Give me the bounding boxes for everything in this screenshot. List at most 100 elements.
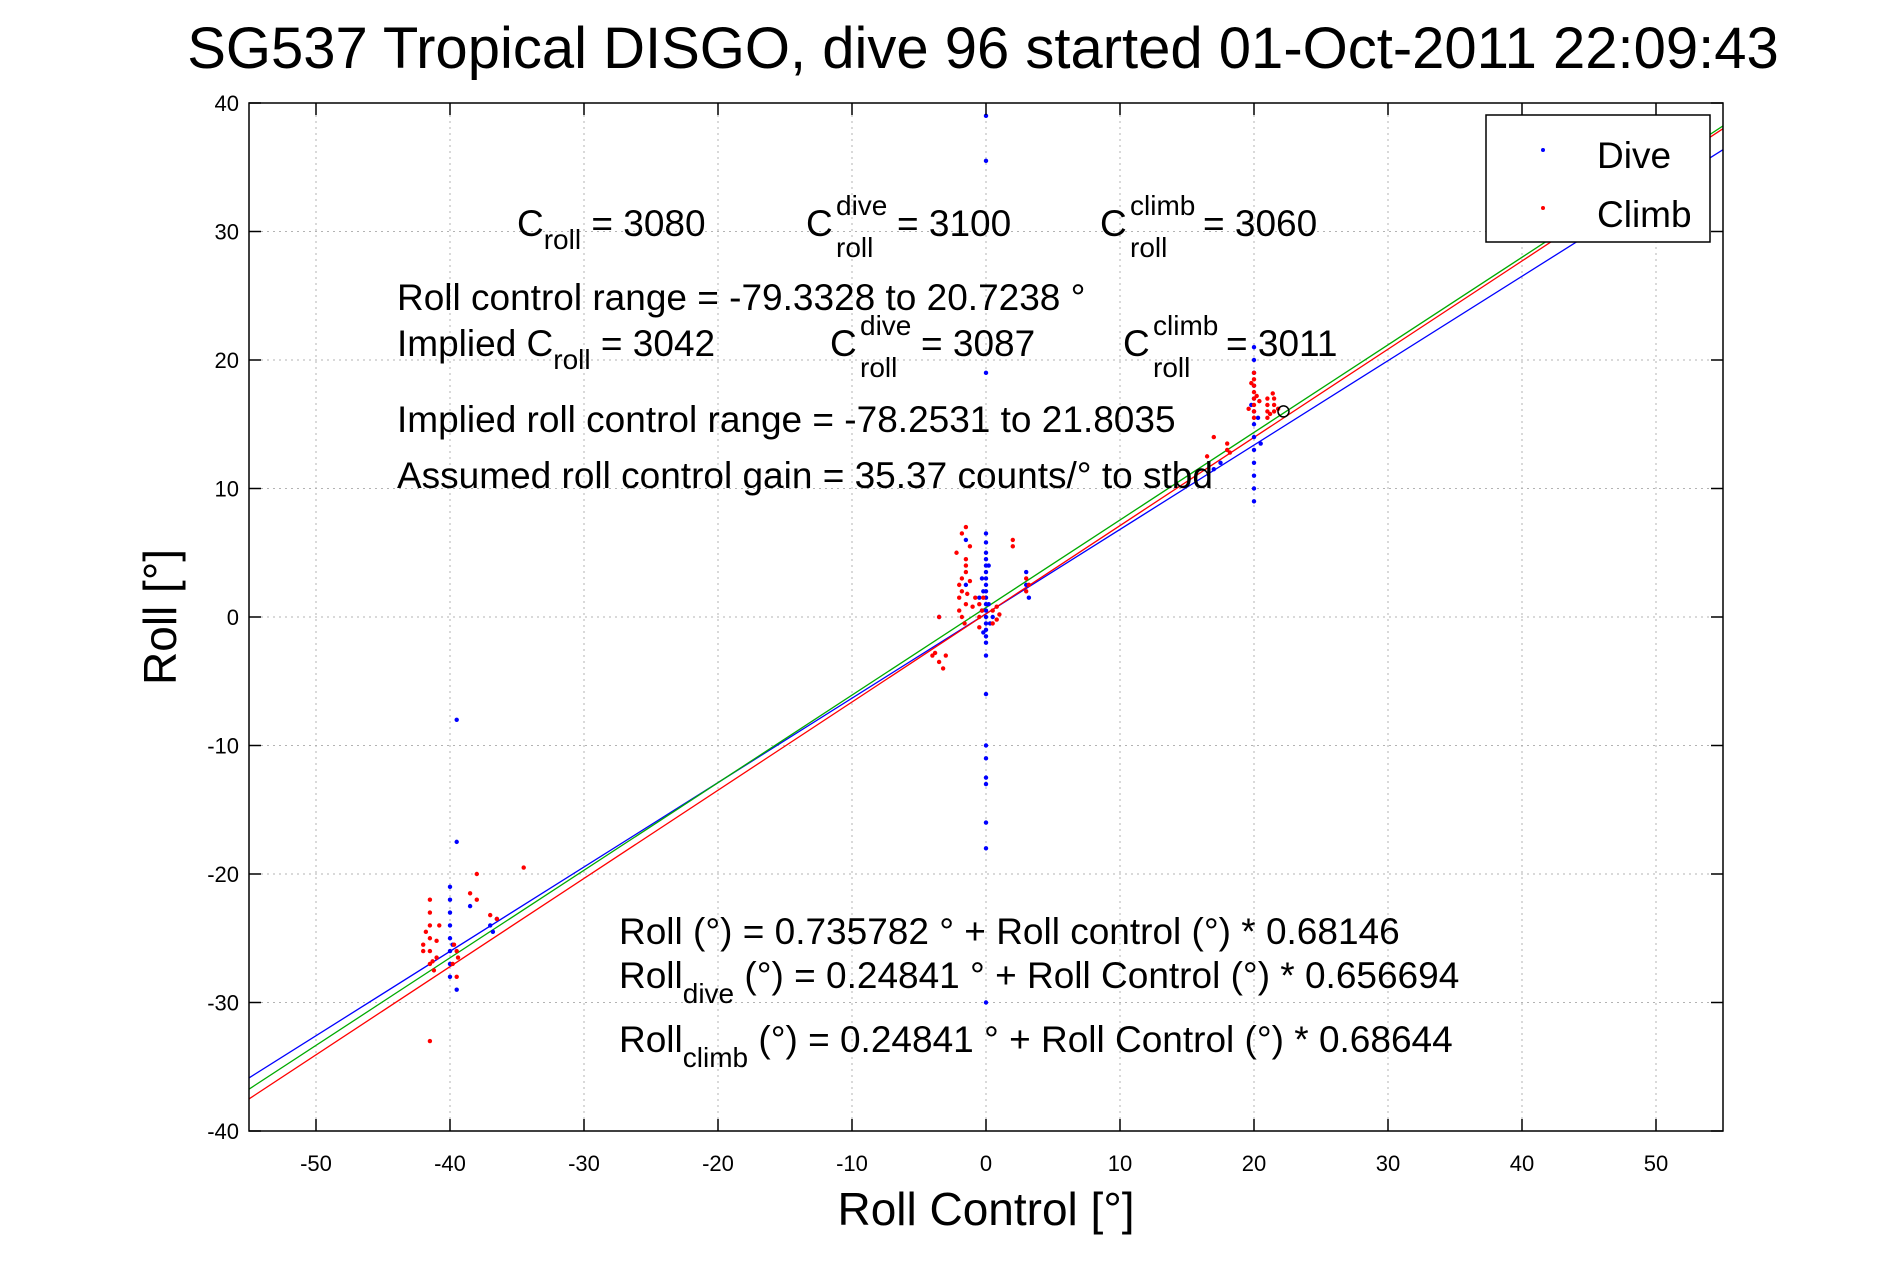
climb-point <box>963 556 969 562</box>
climb-point <box>936 659 942 665</box>
climb-point <box>427 1038 433 1044</box>
climb-point <box>1249 380 1254 386</box>
climb-point <box>1257 398 1262 404</box>
climb-point <box>963 601 969 607</box>
dive-point <box>447 936 453 941</box>
legend-label-dive: Dive <box>1597 135 1671 176</box>
dive-point <box>977 595 982 600</box>
data-points <box>421 113 1281 1044</box>
climb-point <box>1254 393 1259 399</box>
annotation-implied-dive: C <box>830 323 857 364</box>
climb-point <box>943 653 948 658</box>
y-tick-label: -40 <box>207 1119 239 1144</box>
dive-point <box>1251 447 1257 453</box>
annotation-implied-climb: C <box>1123 323 1150 364</box>
annotation-implied-c-roll: Implied Croll = 3042 <box>397 323 715 375</box>
dive-point <box>1251 460 1257 465</box>
dive-point <box>983 756 989 761</box>
climb-point <box>967 578 973 584</box>
climb-point <box>1251 377 1257 382</box>
dive-point <box>981 630 986 635</box>
annotation-implied-climb-sub: roll <box>1153 352 1190 383</box>
dive-point <box>1251 344 1257 350</box>
dive-point <box>1251 422 1257 427</box>
annotation-c-climb: C <box>1100 203 1127 244</box>
climb-point <box>1026 582 1032 588</box>
x-tick-label: -50 <box>300 1151 332 1176</box>
climb-point <box>427 910 433 915</box>
x-tick-label: -10 <box>836 1151 868 1176</box>
annotation-implied-climb-sup: climb <box>1153 310 1218 341</box>
climb-point <box>979 608 985 613</box>
annotation-implied-dive-value: = 3087 <box>921 323 1035 364</box>
x-tick-label: -30 <box>568 1151 600 1176</box>
climb-point <box>977 625 982 630</box>
annotation-implied-dive-sup: dive <box>860 310 911 341</box>
dive-point <box>1023 569 1029 575</box>
dive-point <box>983 550 989 555</box>
legend-marker-climb <box>1541 206 1545 210</box>
dive-point <box>447 974 453 979</box>
climb-point <box>1010 544 1015 549</box>
climb-point <box>1225 441 1230 446</box>
climb-point <box>1023 576 1029 581</box>
x-tick-label: 0 <box>980 1151 992 1176</box>
y-tick-label: 10 <box>215 477 239 502</box>
annotation-c-climb-sup: climb <box>1130 190 1195 221</box>
annotation-c-dive-sup: dive <box>836 190 887 221</box>
climb-point <box>1204 454 1210 459</box>
climb-point <box>957 582 962 588</box>
dive-point <box>983 621 989 626</box>
dive-point <box>983 569 989 575</box>
x-tick-label: -20 <box>702 1151 734 1176</box>
y-tick-label: -10 <box>207 734 239 759</box>
annotation-c-dive-value: = 3100 <box>897 203 1011 244</box>
climb-point <box>455 955 461 960</box>
dive-point <box>983 370 989 376</box>
climb-point <box>940 666 946 671</box>
annotation-eq-climb: Rollclimb (°) = 0.24841 ° + Roll Control… <box>619 1019 1453 1073</box>
dive-point <box>447 910 453 915</box>
y-tick-label: 20 <box>215 348 239 373</box>
dive-point <box>983 576 989 581</box>
climb-point <box>423 929 429 935</box>
dive-point <box>447 923 453 928</box>
climb-point <box>1271 396 1277 401</box>
dive-point <box>1258 441 1263 446</box>
dive-point <box>983 743 989 748</box>
dive-point <box>986 601 991 607</box>
legend-marker-dive <box>1541 148 1545 152</box>
dive-point <box>488 923 493 928</box>
climb-point <box>1270 391 1275 396</box>
x-axis-label: Roll Control [°] <box>837 1183 1134 1235</box>
annotation-implied-climb-value: = 3011 <box>1226 323 1337 364</box>
climb-point <box>959 589 965 594</box>
climb-point <box>1246 406 1251 412</box>
dive-point <box>986 563 991 568</box>
climb-point <box>959 576 965 581</box>
dive-point <box>983 634 989 639</box>
y-tick-label: 30 <box>215 220 239 245</box>
dive-point <box>983 653 989 658</box>
climb-point <box>1023 589 1029 594</box>
fit-lines <box>248 125 1724 1100</box>
climb-point <box>973 595 978 600</box>
dive-point <box>1026 595 1032 600</box>
dive-point <box>983 781 989 787</box>
dive-point <box>1251 499 1257 504</box>
climb-point <box>994 617 999 622</box>
dive-point <box>983 640 989 645</box>
climb-point <box>1265 396 1270 401</box>
climb-point <box>936 614 942 620</box>
climb-point <box>431 968 437 973</box>
climb-point <box>1271 409 1277 414</box>
dive-point <box>1211 467 1217 472</box>
legend-label-climb: Climb <box>1597 194 1692 235</box>
y-tick-label: 0 <box>227 605 239 630</box>
climb-point <box>494 916 500 922</box>
dive-point <box>454 987 459 992</box>
annotation-eq-all: Roll (°) = 0.735782 ° + Roll control (°)… <box>619 911 1400 952</box>
annotation-implied-range: Implied roll control range = -78.2531 to… <box>397 399 1176 440</box>
climb-point <box>967 544 973 549</box>
dive-point <box>1255 415 1261 421</box>
